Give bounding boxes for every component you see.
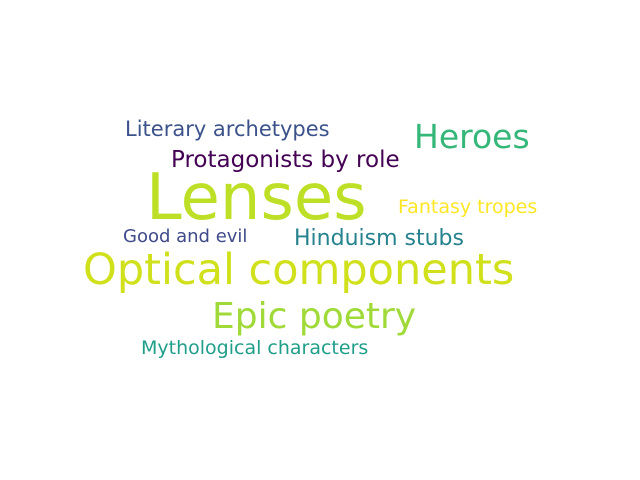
word-literary-archetypes: Literary archetypes xyxy=(125,117,330,141)
word-epic-poetry: Epic poetry xyxy=(212,296,417,337)
word-lenses: Lenses xyxy=(146,161,367,235)
word-protagonists-by-role: Protagonists by role xyxy=(171,147,400,173)
word-optical-components: Optical components xyxy=(83,245,515,295)
word-good-and-evil: Good and evil xyxy=(123,226,248,247)
word-hinduism-stubs: Hinduism stubs xyxy=(294,226,464,251)
word-mythological-characters: Mythological characters xyxy=(141,337,369,359)
word-fantasy-tropes: Fantasy tropes xyxy=(398,196,538,218)
word-heroes: Heroes xyxy=(414,117,530,156)
